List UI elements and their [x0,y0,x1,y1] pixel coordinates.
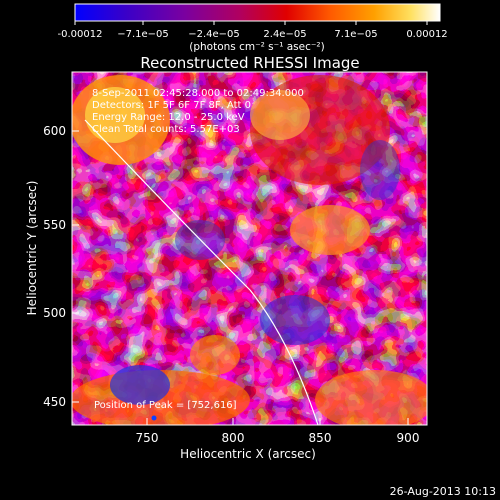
colorbar-tick-label: 7.1e−05 [334,29,377,40]
y-tick-label: 450 [43,395,66,409]
colorbar-ticks: -0.00012 −7.1e−05 −2.4e−05 2.4e−05 7.1e−05 0.… [58,21,448,40]
annotation-detectors: Detectors: 1F 5F 6F 7F 8F, Att 0 [92,100,251,111]
colorbar-tick-label: 0.00012 [406,29,447,40]
solar-limb-line [84,119,319,425]
x-axis-ticks: 750 800 850 900 [136,418,420,445]
colorbar-tick-label: 2.4e−05 [263,29,306,40]
colorbar-tick-label: -0.00012 [58,29,103,40]
rhessi-image [72,72,427,425]
x-tick-label: 850 [309,431,332,445]
annotation-time: 8-Sep-2011 02:45:28.000 to 02:49:34.000 [92,88,304,99]
x-tick-label: 800 [222,431,245,445]
y-axis-ticks: 450 500 550 600 [43,124,79,409]
colorbar-gradient [74,3,441,22]
y-tick-label: 550 [43,218,66,232]
y-tick-label: 500 [43,306,66,320]
y-axis-label: Heliocentric Y (arcsec) [25,181,39,316]
plot-title: Reconstructed RHESSI Image [140,54,359,72]
colorbar-tick-label: −7.1e−05 [117,29,169,40]
peak-label: Position of Peak = [752,616] [94,400,237,411]
colorbar: -0.00012 −7.1e−05 −2.4e−05 2.4e−05 7.1e−05 0.… [58,3,448,53]
colorbar-tick-label: −2.4e−05 [188,29,240,40]
plot-frame [71,71,428,426]
annotation-energy: Energy Range: 12.0 - 25.0 keV [92,112,245,123]
colorbar-units: (photons cm⁻² s⁻¹ asec⁻²) [189,41,324,53]
y-tick-label: 600 [43,124,66,138]
image-annotations: 8-Sep-2011 02:45:28.000 to 02:49:34.000 … [92,88,304,411]
peak-marker [151,415,157,421]
x-tick-label: 900 [397,431,420,445]
annotation-counts: Clean Total counts: 5.57E+03 [92,124,240,135]
footer-date: 26-Aug-2013 10:13 [390,485,496,498]
x-tick-label: 750 [136,431,159,445]
x-axis-label: Heliocentric X (arcsec) [180,447,316,461]
